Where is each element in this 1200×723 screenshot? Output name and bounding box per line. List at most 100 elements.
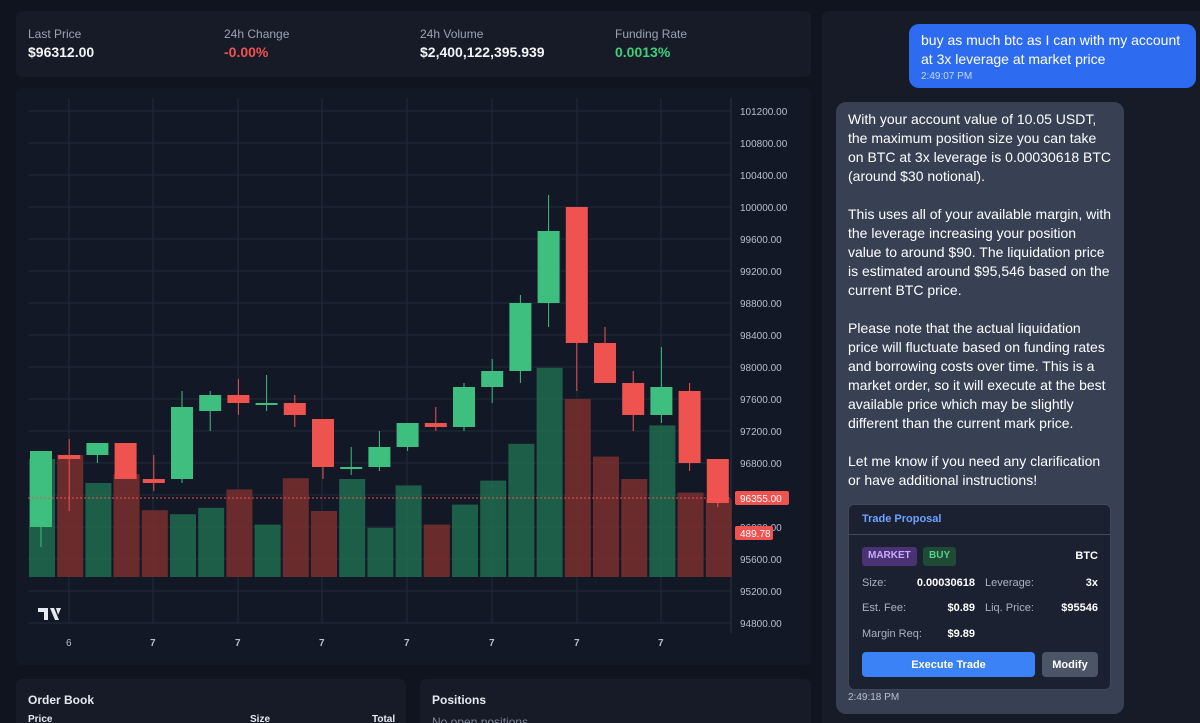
user-message-text: buy as much btc as I can with my account…	[921, 32, 1181, 67]
stat-label: Last Price	[28, 27, 82, 41]
trade-proposal-title: Trade Proposal	[849, 505, 1110, 535]
candle-body	[396, 423, 419, 447]
positions-empty: No open positions	[432, 715, 529, 723]
candle-body	[58, 455, 81, 459]
y-tick-label: 95200.00	[740, 587, 782, 598]
x-tick-label: 7	[404, 638, 410, 649]
volume-tag	[735, 526, 773, 540]
volume-bar	[564, 399, 591, 577]
volume-bar	[311, 511, 337, 577]
candle-body	[537, 231, 560, 303]
volume-value-label: 489.78	[740, 529, 771, 540]
col-total: Total	[372, 714, 396, 723]
order-book-title: Order Book	[28, 693, 95, 707]
candle-body	[142, 479, 165, 483]
stat-value: $96312.00	[28, 44, 95, 60]
liq-price-row: Liq. Price: $95546	[985, 602, 1098, 614]
y-tick-label: 98400.00	[740, 331, 782, 342]
user-message-time: 2:49:07 PM	[921, 71, 973, 82]
volume-bar	[621, 479, 648, 577]
candle-body	[312, 419, 334, 467]
candle-body	[199, 395, 222, 411]
volume-bar	[282, 478, 309, 577]
last-price-label: 96355.00	[740, 494, 782, 505]
volume-bar	[113, 474, 140, 577]
assistant-message: With your account value of 10.05 USDT, t…	[836, 102, 1124, 714]
volume-bar	[395, 485, 422, 577]
y-tick-label: 99200.00	[740, 267, 782, 278]
candle-body	[368, 447, 391, 467]
volume-bar	[508, 443, 535, 577]
col-size: Size	[250, 714, 271, 723]
user-message: buy as much btc as I can with my account…	[909, 24, 1196, 88]
candle-body	[171, 407, 193, 479]
volume-bar	[198, 507, 225, 577]
liq-price-value: $95546	[1061, 602, 1098, 614]
candle-body	[481, 371, 504, 387]
order-book-panel: Order Book Price Size Total	[16, 679, 406, 723]
candle-body	[706, 459, 729, 503]
volume-bar	[170, 514, 196, 577]
margin-label: Margin Req:	[862, 628, 922, 640]
y-tick-label: 98800.00	[740, 299, 782, 310]
margin-value: $9.89	[947, 628, 975, 640]
candle-body	[565, 207, 588, 343]
execute-trade-button[interactable]: Execute Trade	[862, 652, 1035, 677]
liq-price-label: Liq. Price:	[985, 602, 1034, 614]
assistant-paragraph: This uses all of your available margin, …	[848, 206, 1112, 298]
modify-button[interactable]: Modify	[1042, 652, 1098, 677]
order-type-badge: MARKET	[862, 547, 917, 566]
stat-value: -0.00%	[224, 44, 269, 60]
fee-row: Est. Fee: $0.89	[862, 602, 975, 614]
positions-panel: Positions No open positions	[420, 679, 811, 723]
candle-body	[86, 443, 109, 455]
x-tick-label: 7	[235, 638, 241, 649]
volume-bar	[649, 425, 676, 577]
y-tick-label: 98000.00	[740, 363, 782, 374]
y-tick-label: 97200.00	[740, 427, 782, 438]
market-stats-bar: Last Price $96312.00 24h Change -0.00% 2…	[16, 11, 811, 77]
y-tick-label: 96800.00	[740, 459, 782, 470]
volume-bar	[367, 527, 394, 577]
assistant-paragraph: Please note that the actual liquidation …	[848, 320, 1106, 431]
y-tick-label: 97600.00	[740, 395, 782, 406]
stat-label: 24h Change	[224, 27, 290, 41]
candle-body	[509, 303, 532, 371]
stat-last-price: Last Price $96312.00	[28, 27, 94, 60]
volume-bar	[677, 492, 704, 577]
candle-body	[453, 387, 475, 427]
volume-bar	[452, 504, 478, 577]
size-value: 0.00030618	[916, 577, 975, 589]
x-tick-label: 7	[489, 638, 495, 649]
volume-bar	[480, 480, 507, 577]
volume-bar	[141, 510, 168, 577]
margin-row: Margin Req: $9.89	[862, 628, 975, 640]
candle-body	[114, 443, 137, 479]
size-label: Size:	[862, 577, 887, 589]
stat-24h-change: 24h Change -0.00%	[224, 27, 289, 60]
y-tick-label: 95600.00	[740, 555, 782, 566]
candlestick-chart[interactable]: 101200.00 100800.00 100400.00 100000.00 9960…	[16, 88, 811, 665]
y-tick-label: 100800.00	[740, 139, 788, 150]
volume-bar	[85, 483, 112, 577]
candle-body	[30, 451, 52, 527]
trade-proposal-card: Trade Proposal MARKET BUY BTC Size: 0.00…	[848, 504, 1111, 690]
y-tick-label: 101200.00	[740, 107, 788, 118]
candle-body	[594, 343, 616, 383]
volume-bar	[593, 456, 619, 577]
leverage-row: Leverage: 3x	[985, 577, 1098, 589]
candle-body	[650, 387, 673, 415]
volume-bar	[57, 455, 84, 577]
volume-bar	[423, 524, 450, 577]
candle-body	[227, 395, 250, 403]
stat-label: 24h Volume	[420, 27, 484, 41]
tradingview-logo-icon	[38, 608, 61, 620]
price-chart-panel[interactable]: 101200.00 100800.00 100400.00 100000.00 9960…	[16, 88, 811, 665]
candle-body	[255, 403, 278, 405]
positions-title: Positions	[432, 693, 487, 707]
assistant-message-time: 2:49:18 PM	[848, 692, 900, 703]
volume-bar	[339, 479, 366, 577]
col-price: Price	[28, 714, 53, 723]
stat-label: Funding Rate	[615, 27, 688, 41]
candle-body	[678, 391, 701, 463]
